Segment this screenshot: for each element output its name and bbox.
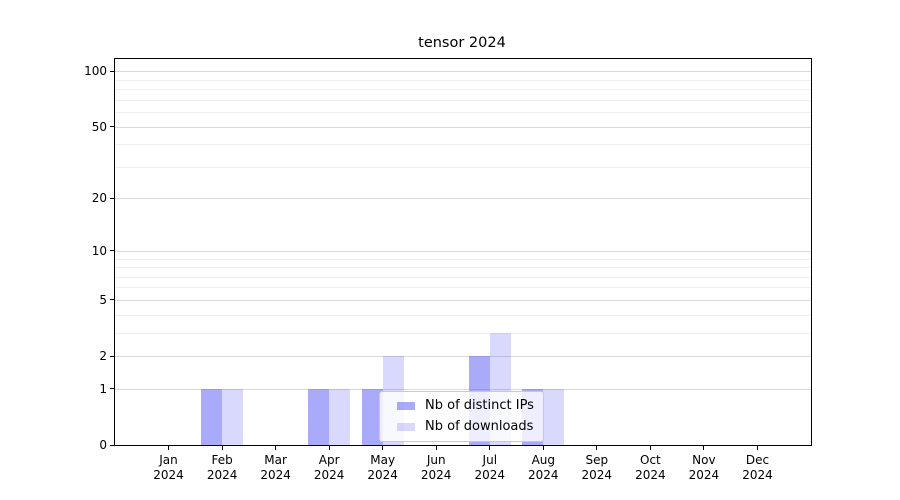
x-tick-label-year: 2024 — [635, 468, 666, 482]
y-tick-label: 2 — [99, 349, 107, 363]
x-tick-mark — [757, 446, 758, 450]
bar-downloads-apr — [329, 388, 351, 445]
major-gridline — [115, 299, 811, 301]
legend-swatch-distinct-ips — [397, 402, 415, 410]
chart-title: tensor 2024 — [418, 35, 506, 51]
x-tick-mark — [275, 446, 277, 450]
x-tick-mark — [435, 446, 437, 450]
y-tick-mark — [110, 299, 114, 301]
y-tick-label: 1 — [99, 381, 107, 396]
major-gridline — [115, 71, 811, 73]
x-tick-label-month: Aug — [531, 453, 556, 467]
minor-gridline — [115, 267, 811, 268]
y-tick-label: 10 — [91, 243, 107, 258]
legend-label-downloads: Nb of downloads — [425, 419, 534, 434]
minor-gridline — [115, 276, 811, 278]
y-tick-label: 0 — [99, 438, 107, 452]
minor-gridline — [115, 112, 811, 113]
x-tick-label-month: Nov — [692, 453, 716, 467]
y-tick-label: 50 — [91, 119, 107, 134]
x-tick-label: Nov 2024 — [672, 453, 736, 483]
y-tick-mark — [110, 355, 114, 357]
x-tick-label: Jan 2024 — [137, 453, 201, 483]
x-tick-label-year: 2024 — [367, 468, 398, 482]
y-tick-mark — [110, 388, 114, 390]
bar-downloads-aug — [543, 388, 565, 445]
x-tick-label-year: 2024 — [260, 468, 291, 482]
x-tick-label-year: 2024 — [420, 468, 452, 482]
x-tick-label: Feb 2024 — [190, 453, 254, 483]
bar-distinct-ips-may — [361, 388, 383, 445]
x-tick-label-month: Feb — [211, 453, 233, 467]
x-tick-mark — [542, 446, 544, 450]
x-tick-label: Aug 2024 — [511, 453, 575, 483]
x-tick-label-year: 2024 — [742, 468, 773, 482]
y-tick-label: 20 — [91, 191, 107, 206]
x-tick-label-year: 2024 — [474, 468, 506, 482]
x-tick-label-year: 2024 — [313, 468, 345, 482]
y-tick-mark — [110, 250, 114, 252]
plot-area: 0 1 2 5 10 20 50 100 Jan 2024 Feb 2024 Mar 2024 Apr 202… — [84, 58, 812, 482]
major-gridline — [115, 250, 811, 252]
x-tick-label-year: 2024 — [206, 468, 238, 482]
y-tick-mark — [110, 444, 114, 446]
bar-distinct-ips-apr — [308, 388, 330, 445]
x-tick-label: Jun 2024 — [404, 453, 468, 483]
x-tick-label: Apr 2024 — [297, 453, 361, 483]
x-tick-mark — [328, 446, 330, 450]
bar-distinct-ips-feb — [201, 388, 223, 445]
x-tick-label-month: May — [370, 453, 396, 467]
y-tick-mark — [110, 126, 114, 127]
major-gridline — [115, 388, 811, 390]
x-tick-mark — [489, 446, 491, 450]
x-tick-label-month: Dec — [745, 453, 770, 467]
x-tick-label: Mar 2024 — [244, 453, 308, 483]
x-tick-label: Sep 2024 — [565, 453, 629, 483]
legend-swatch-downloads — [397, 423, 415, 431]
x-tick-label-year: 2024 — [528, 468, 559, 482]
x-tick-mark — [596, 446, 598, 450]
y-tick-mark — [110, 70, 114, 72]
minor-gridline — [115, 258, 811, 260]
bar-downloads-feb — [222, 388, 244, 445]
y-tick-label: 100 — [84, 64, 107, 79]
x-tick-label: Oct 2024 — [618, 453, 682, 483]
x-tick-label-month: Mar — [264, 453, 287, 467]
minor-gridline — [115, 144, 811, 146]
legend-row-downloads: Nb of downloads — [397, 419, 534, 435]
x-tick-label-year: 2024 — [153, 468, 184, 482]
y-tick-label: 5 — [99, 292, 107, 307]
minor-gridline — [115, 314, 811, 316]
minor-gridline — [115, 99, 811, 101]
minor-gridline — [115, 332, 811, 334]
y-tick-mark — [110, 197, 114, 199]
x-tick-label-month: Jun — [426, 453, 446, 467]
x-tick-mark — [649, 446, 651, 450]
x-tick-mark — [168, 446, 169, 450]
major-gridline — [115, 198, 811, 200]
minor-gridline — [115, 89, 811, 91]
major-gridline — [115, 356, 811, 357]
minor-gridline — [115, 166, 811, 168]
x-tick-label-year: 2024 — [688, 468, 720, 482]
x-tick-label: Dec 2024 — [726, 453, 790, 483]
x-tick-label-month: Apr — [318, 453, 340, 467]
legend-label-distinct-ips: Nb of distinct IPs — [425, 398, 534, 413]
x-tick-mark — [382, 446, 384, 450]
x-tick-label-month: Jul — [482, 453, 498, 467]
x-tick-label: Jul 2024 — [458, 453, 522, 483]
x-tick-mark — [221, 446, 223, 450]
legend-row-distinct-ips: Nb of distinct IPs — [397, 398, 534, 414]
x-tick-label-month: Oct — [640, 453, 661, 467]
x-tick-label-month: Sep — [585, 453, 609, 467]
x-tick-label-year: 2024 — [581, 468, 613, 482]
x-tick-label-month: Jan — [159, 453, 178, 467]
x-tick-mark — [703, 446, 705, 450]
minor-gridline — [115, 287, 811, 289]
minor-gridline — [115, 79, 811, 81]
x-tick-label: May 2024 — [351, 453, 415, 483]
major-gridline — [115, 126, 811, 128]
legend: Nb of distinct IPs Nb of downloads — [379, 391, 544, 442]
